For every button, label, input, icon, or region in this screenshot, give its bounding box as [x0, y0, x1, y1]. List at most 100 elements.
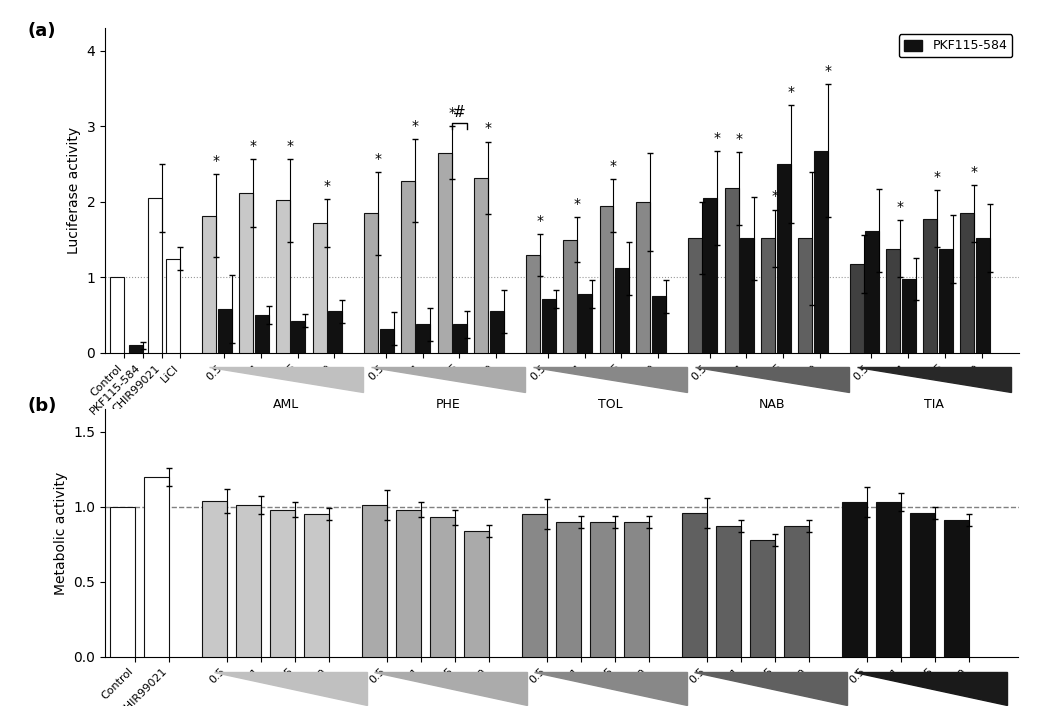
Polygon shape	[374, 671, 526, 705]
Bar	[362, 505, 386, 657]
Bar	[777, 164, 791, 353]
Bar	[798, 238, 812, 353]
Bar	[716, 526, 741, 657]
Text: #: #	[454, 104, 466, 119]
Bar	[438, 153, 452, 353]
Polygon shape	[371, 366, 525, 393]
Bar	[975, 238, 989, 353]
Bar	[960, 213, 974, 353]
Bar	[218, 309, 232, 353]
Polygon shape	[857, 366, 1010, 393]
Bar	[270, 510, 295, 657]
Bar	[464, 531, 489, 657]
Bar	[396, 510, 421, 657]
Bar	[329, 311, 342, 353]
Bar	[624, 522, 649, 657]
Bar	[364, 213, 378, 353]
Bar	[292, 321, 306, 353]
Bar	[600, 205, 613, 353]
Bar	[144, 477, 169, 657]
Text: *: *	[573, 197, 581, 211]
Text: *: *	[735, 132, 742, 146]
Text: *: *	[970, 164, 978, 179]
Bar	[842, 503, 867, 657]
Bar	[784, 526, 808, 657]
Text: *: *	[610, 160, 617, 173]
Bar	[886, 249, 901, 353]
Bar	[110, 507, 135, 657]
Legend: PKF115-584: PKF115-584	[899, 35, 1012, 57]
Bar	[239, 193, 253, 353]
Text: *: *	[714, 131, 721, 145]
Bar	[563, 240, 576, 353]
Text: *: *	[323, 179, 330, 193]
Bar	[303, 514, 329, 657]
Bar	[203, 215, 216, 353]
Bar	[454, 324, 467, 353]
Bar	[750, 540, 775, 657]
Bar	[555, 522, 581, 657]
Text: *: *	[412, 119, 418, 133]
Bar	[688, 238, 701, 353]
Polygon shape	[694, 671, 846, 705]
Bar	[236, 505, 260, 657]
Text: *: *	[537, 214, 544, 227]
Text: Concentration (μM): Concentration (μM)	[495, 444, 629, 458]
Polygon shape	[533, 366, 687, 393]
Text: *: *	[448, 107, 455, 121]
Bar	[814, 150, 827, 353]
Bar	[761, 238, 775, 353]
Bar	[429, 517, 455, 657]
Bar	[148, 198, 162, 353]
Bar	[110, 277, 124, 353]
Text: *: *	[287, 139, 293, 153]
Bar	[902, 279, 916, 353]
Bar	[615, 268, 629, 353]
Bar	[166, 258, 181, 353]
Bar	[681, 513, 707, 657]
Polygon shape	[209, 366, 363, 393]
Bar	[490, 311, 504, 353]
Bar	[542, 299, 555, 353]
Bar	[590, 522, 615, 657]
Text: *: *	[250, 139, 256, 153]
Text: *: *	[375, 152, 381, 166]
Bar	[475, 178, 488, 353]
Bar	[944, 520, 969, 657]
Bar	[652, 297, 666, 353]
Polygon shape	[214, 671, 366, 705]
Text: TOL: TOL	[597, 398, 623, 412]
Text: TIA: TIA	[924, 398, 944, 412]
Bar	[522, 514, 547, 657]
Text: *: *	[824, 64, 832, 78]
Bar	[276, 201, 290, 353]
Bar	[417, 324, 430, 353]
Y-axis label: Metabolic activity: Metabolic activity	[54, 472, 67, 594]
Bar	[849, 264, 864, 353]
Bar	[865, 231, 879, 353]
Text: *: *	[213, 154, 219, 168]
Bar	[202, 501, 227, 657]
Bar	[526, 255, 540, 353]
Polygon shape	[695, 366, 848, 393]
Bar	[636, 202, 650, 353]
Text: AML: AML	[273, 398, 299, 412]
Bar	[923, 219, 938, 353]
Text: *: *	[933, 170, 941, 184]
Bar	[704, 198, 717, 353]
Text: NAB: NAB	[758, 398, 785, 412]
Polygon shape	[534, 671, 687, 705]
Bar	[579, 294, 592, 353]
Bar	[401, 181, 415, 353]
Bar	[939, 249, 952, 353]
Y-axis label: Luciferase activity: Luciferase activity	[67, 127, 81, 254]
Text: *: *	[485, 121, 491, 136]
Polygon shape	[855, 671, 1007, 705]
Text: (b): (b)	[27, 397, 57, 415]
Bar	[740, 238, 754, 353]
Text: *: *	[897, 200, 904, 214]
Text: *: *	[788, 85, 795, 100]
Text: PHE: PHE	[436, 398, 461, 412]
Bar	[876, 503, 901, 657]
Bar	[724, 189, 738, 353]
